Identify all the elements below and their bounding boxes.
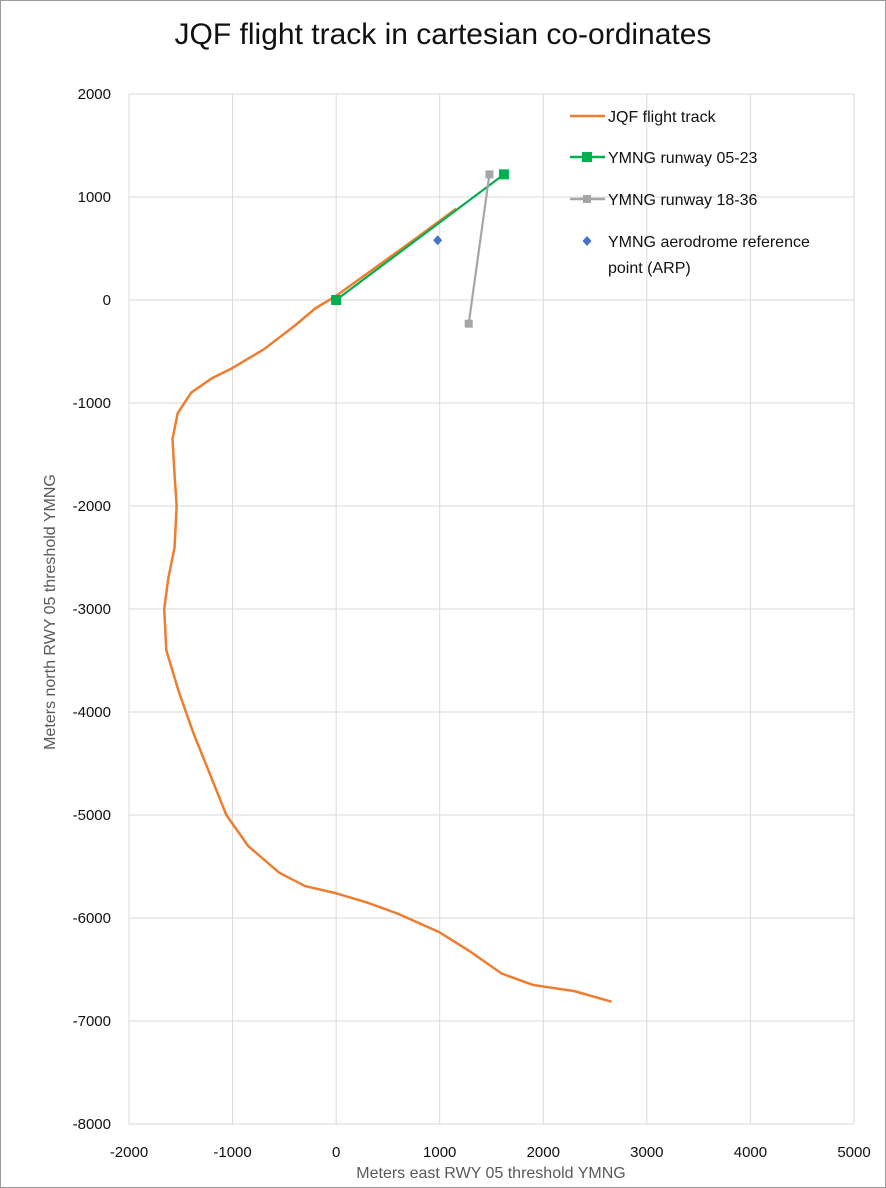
legend-item: YMNG runway 05-23 <box>570 150 757 167</box>
y-tick-label: 1000 <box>78 189 111 206</box>
x-tick-label: 2000 <box>527 1144 560 1161</box>
y-tick-label: -2000 <box>73 498 111 515</box>
y-tick-label: -3000 <box>73 601 111 618</box>
legend: JQF flight track YMNG runway 05-23 YMNG ru… <box>570 109 810 277</box>
series-line <box>162 208 612 1003</box>
series-layer <box>162 169 612 1003</box>
legend-label: YMNG runway 18-36 <box>608 192 757 209</box>
x-tick-label: 5000 <box>837 1144 870 1161</box>
legend-item: YMNG aerodrome reference point (ARP) <box>582 234 810 277</box>
series-0 <box>162 208 612 1003</box>
data-point <box>331 295 342 305</box>
y-tick-label: -8000 <box>73 1116 111 1133</box>
x-tick-label: -2000 <box>110 1144 148 1161</box>
data-point <box>498 169 509 180</box>
grid-lines <box>128 93 855 1125</box>
legend-label: JQF flight track <box>608 109 717 126</box>
series-3 <box>433 235 443 246</box>
series-line <box>467 173 491 325</box>
x-tick-label: 1000 <box>423 1144 456 1161</box>
x-tick-label: 4000 <box>734 1144 767 1161</box>
legend-item: JQF flight track <box>570 109 717 126</box>
data-point <box>433 235 443 246</box>
tick-labels: -2000 -1000 0 1000 2000 3000 4000 5000 2000 1000 0… <box>73 86 871 1161</box>
series-line <box>335 173 506 302</box>
legend-label: point (ARP) <box>608 260 691 277</box>
x-tick-label: -1000 <box>213 1144 251 1161</box>
data-point <box>464 319 473 328</box>
legend-swatch-marker <box>582 236 592 246</box>
legend-label: YMNG runway 05-23 <box>608 150 757 167</box>
legend-swatch-marker <box>583 195 591 203</box>
y-tick-label: -5000 <box>73 807 111 824</box>
series-1 <box>331 169 509 305</box>
x-tick-label: 0 <box>332 1144 340 1161</box>
x-tick-label: 3000 <box>630 1144 663 1161</box>
y-tick-label: 2000 <box>78 86 111 103</box>
y-tick-label: -4000 <box>73 704 111 721</box>
legend-item: YMNG runway 18-36 <box>570 192 757 209</box>
legend-label: YMNG aerodrome reference <box>608 234 810 251</box>
series-2 <box>464 170 494 328</box>
y-tick-label: -1000 <box>73 395 111 412</box>
y-tick-label: -6000 <box>73 910 111 927</box>
x-axis-title: Meters east RWY 05 threshold YMNG <box>356 1165 625 1182</box>
y-axis-title: Meters north RWY 05 threshold YMNG <box>42 474 59 750</box>
chart-title: JQF flight track in cartesian co-ordinat… <box>174 18 712 51</box>
data-point <box>485 170 494 179</box>
y-tick-label: 0 <box>103 292 111 309</box>
legend-swatch-marker <box>582 152 592 162</box>
y-tick-label: -7000 <box>73 1013 111 1030</box>
